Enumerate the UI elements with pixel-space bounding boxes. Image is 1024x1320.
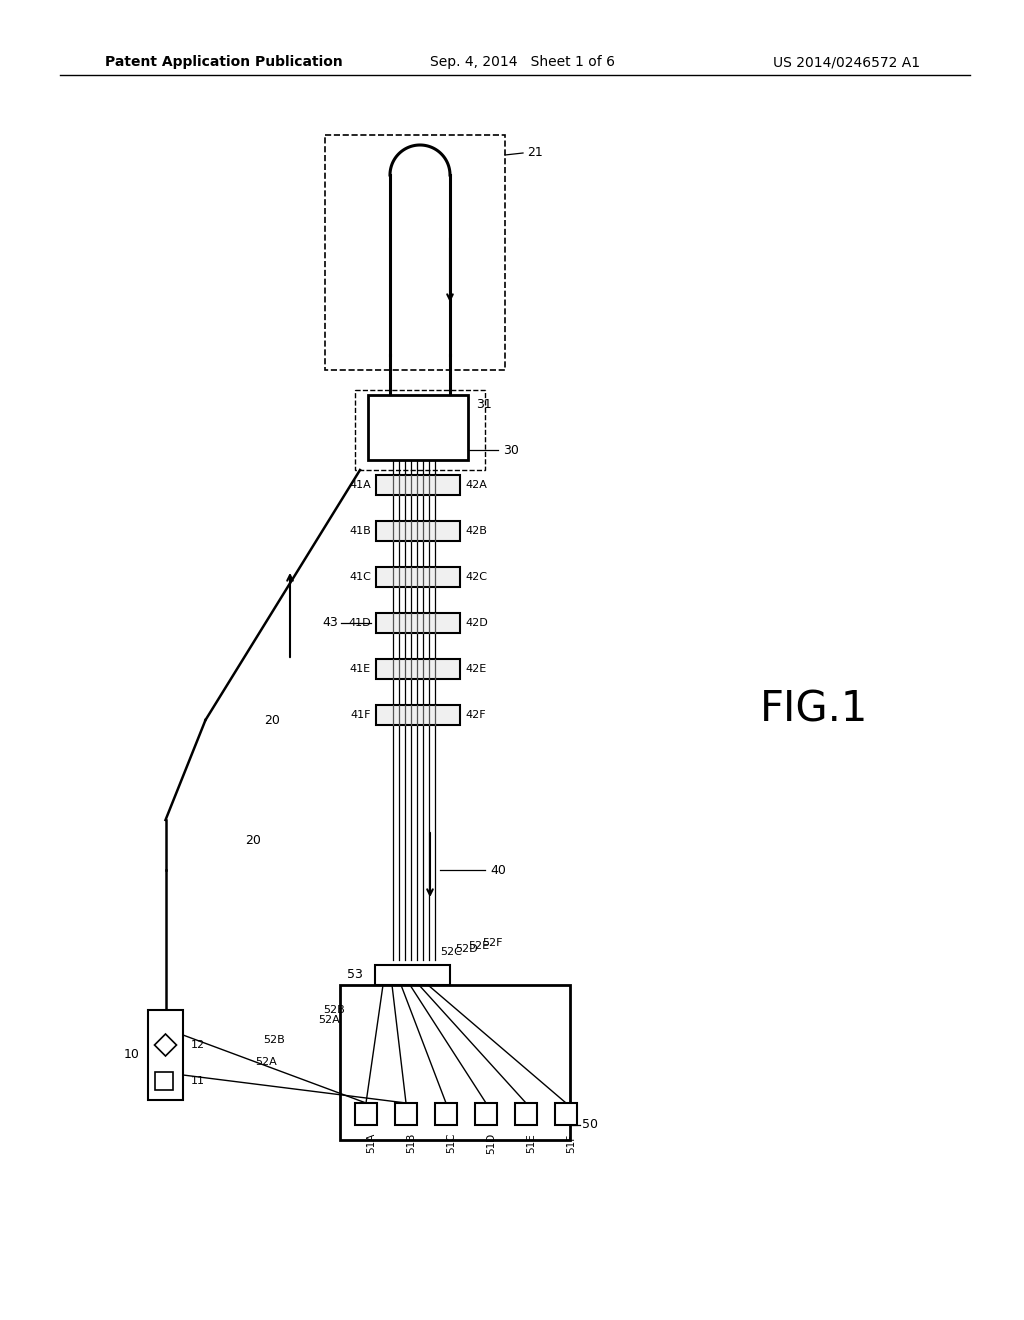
Text: 52B: 52B (263, 1035, 285, 1045)
Bar (148, 1010, 183, 1100)
Text: 42D: 42D (465, 618, 487, 628)
Text: 20: 20 (264, 714, 280, 726)
Text: 41E: 41E (350, 664, 371, 675)
Bar (376, 568, 460, 587)
Text: 53: 53 (347, 969, 362, 982)
Text: 41F: 41F (350, 710, 371, 719)
Text: 43: 43 (323, 616, 338, 630)
Text: 42F: 42F (465, 710, 485, 719)
Bar (355, 1104, 377, 1125)
Bar (376, 659, 460, 678)
Text: Sep. 4, 2014   Sheet 1 of 6: Sep. 4, 2014 Sheet 1 of 6 (430, 55, 615, 69)
Bar (375, 965, 450, 985)
Bar (355, 389, 485, 470)
Text: 51C: 51C (446, 1133, 456, 1154)
Text: 41C: 41C (349, 572, 371, 582)
Text: 20: 20 (245, 833, 261, 846)
Bar (340, 985, 570, 1140)
Bar (475, 1104, 497, 1125)
Text: 51E: 51E (526, 1133, 536, 1152)
Text: 51D: 51D (486, 1133, 496, 1154)
Text: 21: 21 (527, 147, 543, 160)
Text: 42E: 42E (465, 664, 486, 675)
Bar (325, 135, 505, 370)
Bar (376, 612, 460, 634)
Text: 52B: 52B (324, 1005, 345, 1015)
Text: 11: 11 (191, 1076, 205, 1086)
Text: 52C: 52C (440, 946, 462, 957)
Text: FIG.1: FIG.1 (760, 689, 868, 731)
Text: 40: 40 (490, 863, 506, 876)
Bar (368, 395, 468, 459)
Bar (395, 1104, 417, 1125)
Text: 52A: 52A (255, 1057, 276, 1067)
Text: 52D: 52D (455, 944, 477, 954)
Text: 41B: 41B (349, 525, 371, 536)
Text: 51A: 51A (366, 1133, 376, 1154)
Text: 52A: 52A (318, 1015, 340, 1026)
Bar (435, 1104, 457, 1125)
Text: 12: 12 (191, 1040, 205, 1049)
Bar (155, 1072, 173, 1090)
Text: 51F: 51F (566, 1134, 575, 1152)
Text: 52E: 52E (468, 941, 489, 950)
Bar (376, 521, 460, 541)
Text: 31: 31 (476, 399, 492, 412)
Bar (555, 1104, 577, 1125)
Text: 41D: 41D (348, 618, 371, 628)
Text: 52F: 52F (482, 939, 503, 948)
Text: 41A: 41A (349, 480, 371, 490)
Text: 51B: 51B (406, 1133, 416, 1154)
Text: 50: 50 (582, 1118, 598, 1131)
Bar (376, 705, 460, 725)
Bar (376, 475, 460, 495)
Bar (515, 1104, 537, 1125)
Text: US 2014/0246572 A1: US 2014/0246572 A1 (773, 55, 920, 69)
Text: 42B: 42B (465, 525, 486, 536)
Text: 30: 30 (503, 444, 519, 457)
Text: 42A: 42A (465, 480, 486, 490)
Text: 10: 10 (124, 1048, 140, 1061)
Text: 42C: 42C (465, 572, 487, 582)
Text: Patent Application Publication: Patent Application Publication (105, 55, 343, 69)
